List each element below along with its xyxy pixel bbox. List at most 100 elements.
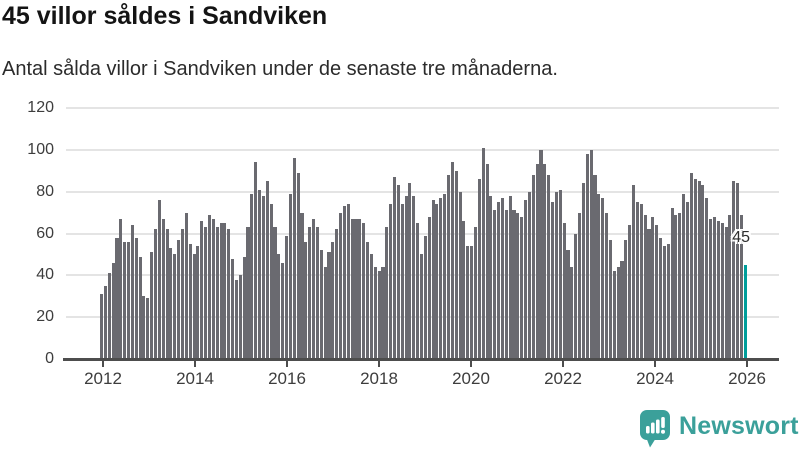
gridline	[66, 232, 779, 235]
bar	[508, 195, 512, 359]
bar	[589, 149, 593, 359]
bar	[358, 218, 362, 359]
bar	[296, 172, 300, 359]
y-axis-tick-label: 100	[27, 140, 54, 158]
bar	[119, 218, 123, 359]
bar	[219, 223, 223, 359]
x-axis-tick-label: 2020	[452, 369, 490, 388]
bar	[728, 214, 732, 359]
x-axis-tick	[470, 360, 472, 367]
bar	[543, 164, 547, 359]
bar	[470, 246, 474, 359]
bar	[739, 214, 744, 359]
bar	[674, 214, 678, 359]
bar	[574, 233, 578, 359]
bar	[165, 229, 169, 359]
bar	[196, 246, 200, 359]
bar	[504, 210, 508, 359]
bar	[269, 204, 273, 359]
bar	[651, 216, 655, 359]
bar	[562, 223, 566, 359]
bar	[639, 204, 643, 359]
x-axis-tick-label: 2014	[176, 369, 214, 388]
y-axis-tick-label: 0	[45, 350, 54, 367]
bar	[254, 162, 258, 359]
bar	[381, 266, 385, 359]
bar	[716, 220, 720, 359]
bar	[454, 170, 458, 359]
bar	[369, 254, 373, 359]
bar	[331, 241, 335, 359]
bar	[647, 229, 651, 359]
bar	[177, 239, 181, 359]
bar	[527, 191, 531, 359]
bar	[458, 191, 462, 359]
bar	[477, 179, 481, 359]
bar	[312, 218, 316, 359]
x-axis-tick-label: 2026	[728, 369, 766, 388]
brand-name: Newsworthy	[679, 412, 800, 440]
bar	[481, 147, 485, 359]
bar	[547, 174, 551, 359]
bar	[516, 212, 520, 359]
bar	[365, 241, 370, 359]
bar	[107, 273, 111, 359]
bar	[142, 296, 146, 359]
bar	[315, 227, 319, 359]
y-axis-tick-label: 120	[27, 99, 54, 116]
bar	[339, 212, 343, 359]
bar	[180, 229, 185, 359]
bar	[705, 197, 709, 359]
bar	[346, 204, 350, 359]
bar	[285, 235, 289, 359]
bar	[585, 154, 589, 359]
bar	[134, 237, 138, 359]
bar	[215, 227, 219, 359]
bar	[377, 271, 381, 359]
bar	[419, 254, 424, 359]
bar	[720, 223, 724, 359]
bar	[520, 216, 524, 359]
bar	[435, 204, 439, 359]
bar	[204, 227, 208, 359]
bar	[616, 266, 620, 359]
bar	[250, 193, 254, 359]
bar	[188, 243, 192, 359]
bar	[288, 193, 292, 359]
bar	[200, 220, 204, 359]
y-axis-tick-label: 60	[36, 224, 54, 242]
bar	[126, 241, 131, 359]
bar	[234, 279, 239, 359]
bar	[497, 202, 501, 359]
bar	[473, 227, 478, 359]
bar	[327, 252, 331, 359]
bar	[153, 229, 158, 359]
bar	[685, 202, 690, 359]
bar	[439, 197, 443, 359]
bar	[323, 266, 327, 359]
bar	[535, 164, 539, 359]
highlighted-bar	[743, 264, 747, 359]
bar	[500, 197, 504, 359]
bar	[709, 218, 713, 359]
x-axis-tick	[286, 360, 288, 367]
bar	[246, 227, 250, 359]
bar	[682, 193, 686, 359]
bar	[258, 189, 262, 359]
bar	[362, 223, 366, 359]
bar	[173, 254, 177, 359]
bar	[138, 256, 142, 359]
bar	[207, 214, 212, 359]
gridline	[66, 148, 779, 151]
bar	[581, 183, 585, 359]
bar	[485, 164, 489, 359]
bar	[385, 227, 389, 359]
bar	[608, 239, 612, 359]
bar	[319, 250, 323, 359]
bar	[512, 210, 516, 359]
bar	[631, 185, 636, 359]
bar	[678, 212, 682, 359]
bar	[724, 227, 728, 359]
bar	[697, 181, 701, 359]
bar	[635, 202, 639, 359]
